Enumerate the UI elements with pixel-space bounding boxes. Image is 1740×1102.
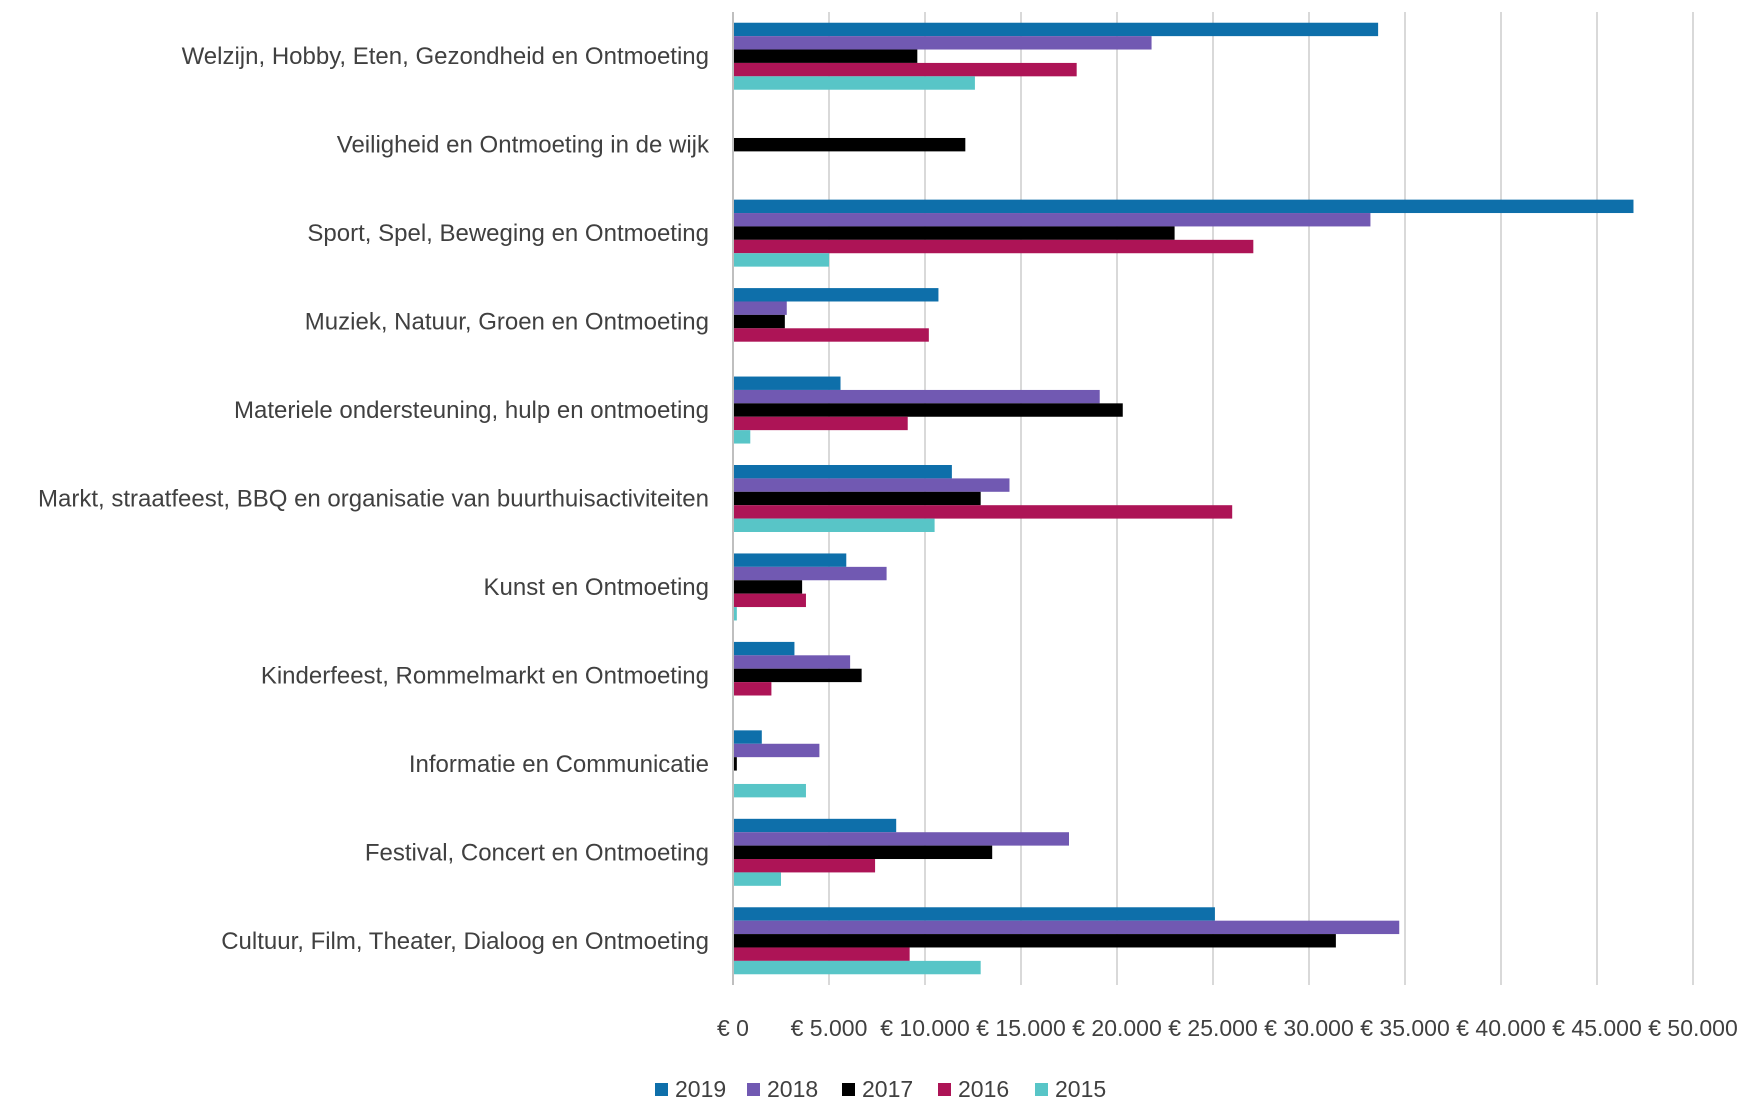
bars <box>733 22 1634 975</box>
bar-2019 <box>733 465 952 479</box>
bar-2015 <box>733 607 737 621</box>
bar-2018 <box>733 832 1069 846</box>
legend-swatch-2015 <box>1035 1083 1048 1096</box>
category-label: Welzijn, Hobby, Eten, Gezondheid en Ontm… <box>182 43 709 70</box>
category-label: Festival, Concert en Ontmoeting <box>365 839 709 866</box>
x-tick-label: € 15.000 <box>976 1015 1066 1041</box>
bar-2018 <box>733 566 887 581</box>
bar-2017 <box>733 314 785 329</box>
gridlines <box>828 12 1694 985</box>
bar-2017 <box>733 845 993 860</box>
category-labels: Welzijn, Hobby, Eten, Gezondheid en Ontm… <box>38 43 710 955</box>
bar-2016 <box>733 328 929 342</box>
legend-swatch-2018 <box>747 1083 760 1096</box>
bar-2018 <box>733 743 820 758</box>
bar-2017 <box>733 49 918 63</box>
bar-2018 <box>733 36 1152 50</box>
bar-2015 <box>733 960 981 975</box>
bar-2019 <box>733 641 795 656</box>
bar-2017 <box>733 757 737 771</box>
category-label: Kunst en Ontmoeting <box>484 574 709 601</box>
x-tick-label: € 20.000 <box>1072 1015 1162 1041</box>
legend: 2019 2018 2017 2016 2015 <box>655 1076 1106 1102</box>
category-label: Materiele ondersteuning, hulp en ontmoet… <box>234 397 709 424</box>
category-label: Kinderfeest, Rommelmarkt en Ontmoeting <box>261 662 709 689</box>
x-tick-label: € 50.000 <box>1648 1015 1738 1041</box>
x-tick-label: € 0 <box>717 1015 749 1041</box>
bar-2017 <box>733 491 981 506</box>
legend-label-2016: 2016 <box>958 1076 1009 1102</box>
bar-2015 <box>733 76 975 90</box>
bar-2016 <box>733 682 772 696</box>
bar-2015 <box>733 783 806 798</box>
bar-2016 <box>733 62 1077 77</box>
bar-2017 <box>733 668 862 683</box>
bar-2019 <box>733 818 897 833</box>
bar-2017 <box>733 403 1123 417</box>
bar-2018 <box>733 213 1371 227</box>
legend-label-2018: 2018 <box>767 1076 818 1102</box>
x-tick-label: € 30.000 <box>1264 1015 1354 1041</box>
category-label: Markt, straatfeest, BBQ en organisatie v… <box>38 486 709 513</box>
x-tick-label: € 45.000 <box>1552 1015 1642 1041</box>
legend-label-2017: 2017 <box>862 1076 913 1102</box>
x-tick-label: € 35.000 <box>1360 1015 1450 1041</box>
bar-2018 <box>733 478 1010 492</box>
bar-2016 <box>733 593 806 608</box>
bar-2019 <box>733 199 1634 214</box>
legend-swatch-2016 <box>938 1083 951 1096</box>
x-tick-label: € 25.000 <box>1168 1015 1258 1041</box>
bar-2018 <box>733 301 787 315</box>
bar-2017 <box>733 137 966 152</box>
category-label: Cultuur, Film, Theater, Dialoog en Ontmo… <box>221 928 709 955</box>
bar-2018 <box>733 655 851 669</box>
category-label: Sport, Spel, Beweging en Ontmoeting <box>307 220 709 247</box>
bar-2015 <box>733 253 829 267</box>
x-tick-labels: € 0 € 5.000 € 10.000 € 15.000 € 20.000 € 25.0… <box>717 1015 1738 1041</box>
bar-2016 <box>733 416 908 431</box>
bar-2016 <box>733 859 876 873</box>
legend-swatch-2017 <box>842 1083 855 1096</box>
x-tick-label: € 5.000 <box>791 1015 868 1041</box>
bar-2019 <box>733 22 1379 37</box>
x-tick-label: € 10.000 <box>880 1015 970 1041</box>
bar-2018 <box>733 920 1400 935</box>
legend-label-2015: 2015 <box>1055 1076 1106 1102</box>
category-label: Informatie en Communicatie <box>409 751 709 778</box>
bar-2018 <box>733 389 1100 404</box>
bar-2016 <box>733 505 1233 519</box>
legend-label-2019: 2019 <box>675 1076 726 1102</box>
bar-2015 <box>733 872 781 886</box>
bar-2016 <box>733 947 910 961</box>
bar-2019 <box>733 553 847 567</box>
legend-swatch-2019 <box>655 1083 668 1096</box>
bar-2019 <box>733 907 1215 921</box>
bar-2017 <box>733 226 1175 240</box>
bar-2015 <box>733 430 751 444</box>
bar-2019 <box>733 376 841 390</box>
bar-2019 <box>733 730 762 744</box>
bar-2015 <box>733 518 935 532</box>
bar-2016 <box>733 239 1254 254</box>
category-label: Muziek, Natuur, Groen en Ontmoeting <box>305 309 709 336</box>
bar-2019 <box>733 288 939 302</box>
category-label: Veiligheid en Ontmoeting in de wijk <box>337 132 710 159</box>
bar-2017 <box>733 934 1336 948</box>
bar-2017 <box>733 580 803 594</box>
x-tick-label: € 40.000 <box>1456 1015 1546 1041</box>
